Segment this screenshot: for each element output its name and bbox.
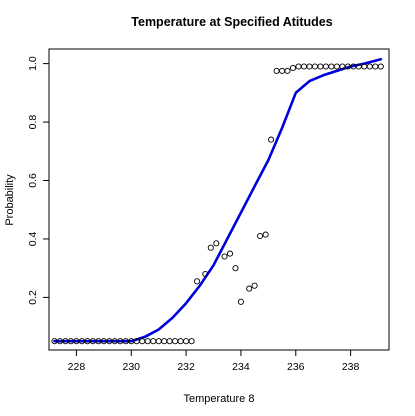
- data-point-37: [262, 231, 269, 238]
- data-point-46: [311, 63, 319, 70]
- y-axis: 0.2 0.4 0.6 0.8 1.0: [27, 56, 49, 305]
- y-tick-label-0.8: 0.8: [27, 115, 39, 130]
- data-point-35: [251, 282, 258, 289]
- data-point-58: [377, 63, 384, 70]
- x-tick-label-228: 228: [68, 361, 86, 373]
- chart-title: Temperature at Specified Atitudes: [131, 15, 332, 29]
- x-tick-label-232: 232: [177, 361, 195, 373]
- data-point-48: [322, 63, 329, 70]
- x-axis: 228 230 232 234 236 238: [68, 350, 360, 373]
- data-point-19: [155, 338, 162, 345]
- y-tick-label-0.4: 0.4: [27, 231, 39, 246]
- data-point-29: [213, 240, 220, 247]
- data-point-40: [279, 67, 286, 74]
- data-point-43: [295, 63, 302, 70]
- data-point-27: [202, 270, 209, 278]
- data-point-17: [144, 338, 151, 345]
- data-point-44: [300, 63, 308, 70]
- data-point-30: [221, 253, 228, 260]
- data-point-26: [194, 278, 201, 285]
- data-point-21: [166, 338, 173, 345]
- data-point-22: [172, 338, 179, 345]
- data-point-25: [188, 338, 195, 345]
- fitted-curve-layer: [53, 57, 383, 343]
- x-tick-label-234: 234: [232, 361, 250, 373]
- data-point-24: [183, 338, 190, 345]
- data-point-32: [232, 265, 239, 272]
- data-point-41: [284, 67, 291, 74]
- data-point-39: [273, 67, 280, 74]
- data-point-56: [366, 63, 373, 70]
- y-tick-label-1.0: 1.0: [27, 56, 39, 71]
- data-point-57: [372, 63, 379, 70]
- x-tick-label-236: 236: [287, 361, 305, 373]
- x-tick-label-238: 238: [342, 361, 360, 373]
- data-point-50: [333, 63, 340, 70]
- scatter-points-layer: [51, 63, 384, 345]
- data-point-49: [328, 63, 335, 70]
- data-point-38: [268, 136, 275, 143]
- data-point-16: [139, 338, 146, 345]
- data-point-45: [306, 63, 313, 70]
- data-point-23: [177, 338, 184, 345]
- data-point-47: [317, 63, 324, 70]
- data-point-42: [289, 64, 297, 72]
- data-point-33: [237, 298, 244, 305]
- data-point-28: [207, 244, 214, 251]
- data-point-36: [257, 232, 264, 240]
- y-tick-label-0.2: 0.2: [27, 290, 39, 305]
- data-point-18: [150, 338, 157, 345]
- data-point-34: [246, 285, 253, 292]
- plot-frame: [48, 48, 390, 351]
- y-tick-label-0.6: 0.6: [27, 173, 39, 188]
- x-axis-label: Temperature 8: [184, 393, 255, 405]
- x-tick-label-230: 230: [122, 361, 140, 373]
- data-point-31: [226, 250, 234, 257]
- data-point-20: [161, 338, 168, 345]
- fitted-curve-line: [53, 57, 383, 343]
- y-axis-label: Probability: [4, 174, 16, 226]
